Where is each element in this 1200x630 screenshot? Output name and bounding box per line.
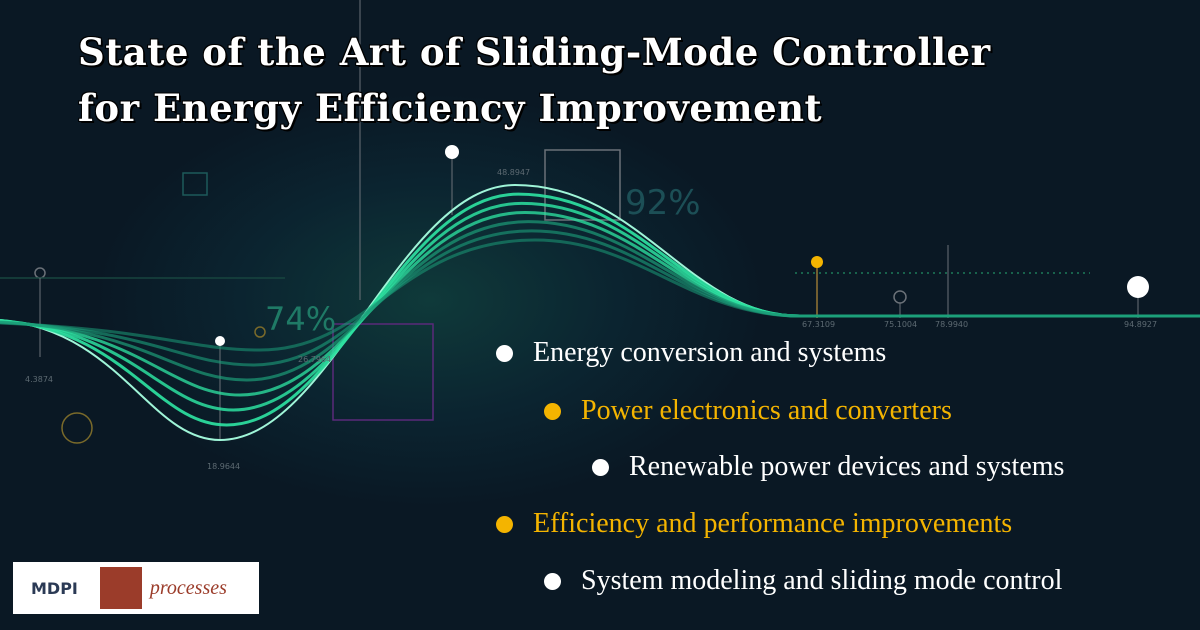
marker-dot (1127, 276, 1149, 298)
bullet-item: System modeling and sliding mode control (544, 565, 1063, 597)
processes-logo: processes (149, 576, 227, 599)
bullet-item: Efficiency and performance improvements (496, 508, 1013, 540)
wave-curve (0, 192, 1200, 427)
bullet-text: Power electronics and converters (581, 395, 952, 426)
wave-curve (0, 183, 1200, 442)
readout: 75.1004 (884, 320, 918, 329)
readout: 48.8947 (497, 168, 531, 177)
bullet-dot-icon (544, 572, 561, 590)
readout: 26.7964 (298, 355, 332, 364)
readout: 78.9940 (935, 320, 969, 329)
bullet-item: Energy conversion and systems (496, 337, 887, 369)
logo-bar: MDPI processes (13, 562, 259, 614)
wave-curve (0, 220, 1200, 382)
wave-curve (0, 238, 1200, 352)
title-line-2: for Energy Efficiency Improvement (78, 86, 823, 130)
marker-dot (215, 336, 225, 346)
marker-dot (811, 256, 823, 268)
deco-square (182, 172, 208, 196)
title-line-1: State of the Art of Sliding-Mode Control… (78, 30, 991, 74)
wave-curve (0, 210, 1200, 397)
deco-circle (61, 412, 93, 444)
readout: 94.8927 (1124, 320, 1158, 329)
bullet-dot-icon (496, 515, 513, 533)
mdpi-logo: MDPI (31, 578, 78, 598)
bullet-text: Efficiency and performance improvements (533, 508, 1013, 539)
marker-dot (445, 145, 459, 159)
bullet-text: Renewable power devices and systems (629, 451, 1065, 482)
bullet-text: Energy conversion and systems (533, 337, 887, 368)
readout: 18.9644 (207, 462, 241, 471)
wave-curve (0, 201, 1200, 412)
percent-right: 92% (625, 183, 701, 223)
bullet-dot-icon (544, 402, 561, 420)
bullet-dot-icon (592, 458, 609, 476)
bullet-item: Power electronics and converters (544, 395, 952, 427)
readout: 67.3109 (802, 320, 836, 329)
percent-left: 74% (265, 300, 337, 338)
bullet-item: Renewable power devices and systems (592, 451, 1065, 483)
deco-frame (544, 149, 621, 221)
readout: 4.3874 (25, 375, 53, 384)
bullet-dot-icon (496, 344, 513, 362)
bullet-text: System modeling and sliding mode control (581, 565, 1063, 596)
processes-icon (99, 567, 142, 609)
deco-frame (332, 323, 434, 421)
